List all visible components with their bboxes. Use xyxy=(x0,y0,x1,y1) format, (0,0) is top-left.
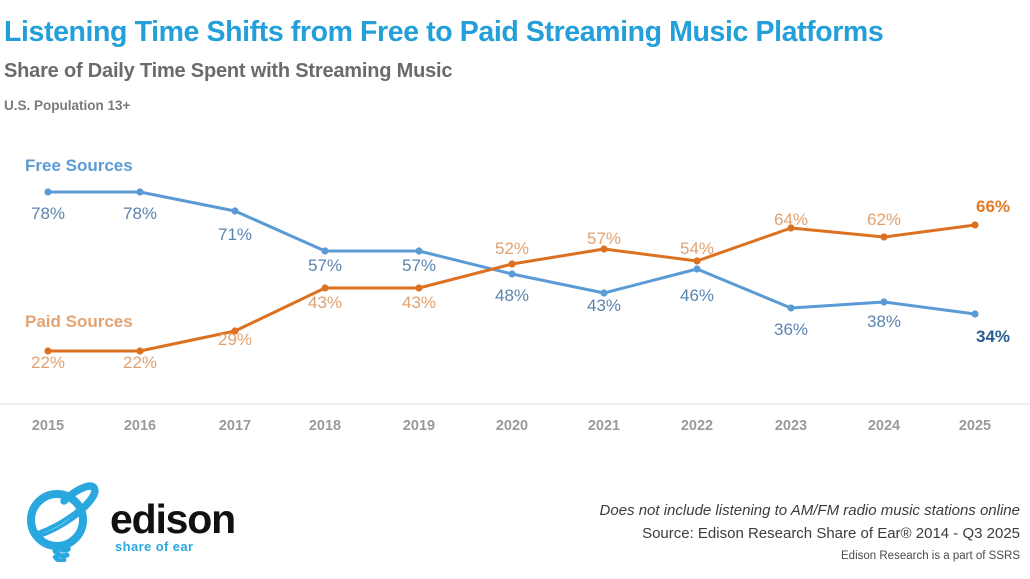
x-axis-tick-2023: 2023 xyxy=(774,418,808,434)
footnote-source: Source: Edison Research Share of Ear® 20… xyxy=(642,524,1020,542)
data-point-marker xyxy=(415,284,423,292)
x-axis-tick-2024: 2024 xyxy=(867,418,901,434)
footnote-disclaimer: Does not include listening to AM/FM radi… xyxy=(599,502,1020,519)
x-axis-tick-2015: 2015 xyxy=(31,418,65,434)
data-point-marker xyxy=(321,247,329,255)
data-label-paid-2015: 22% xyxy=(30,353,66,372)
x-axis-tick-2025: 2025 xyxy=(958,418,992,434)
data-label-free-2016: 78% xyxy=(122,204,158,223)
data-label-free-2018: 57% xyxy=(307,256,343,275)
data-label-paid-2016: 22% xyxy=(122,353,158,372)
data-label-paid-2024: 62% xyxy=(866,210,902,229)
footnote-block: Does not include listening to AM/FM radi… xyxy=(600,500,1020,565)
data-label-free-2021: 43% xyxy=(586,296,622,315)
data-label-paid-2022: 54% xyxy=(679,239,715,258)
data-label-free-2015: 78% xyxy=(30,204,66,223)
data-label-free-2022: 46% xyxy=(679,286,715,305)
data-point-marker xyxy=(508,260,516,268)
data-point-marker xyxy=(971,221,979,229)
series-label-paid-sources: Paid Sources xyxy=(25,312,133,331)
data-point-marker xyxy=(787,304,795,312)
logo-tagline: share of ear xyxy=(115,539,194,554)
x-axis-tick-2017: 2017 xyxy=(218,418,252,434)
chart-footer: edison share of ear Does not include lis… xyxy=(0,470,1030,579)
page-title: Listening Time Shifts from Free to Paid … xyxy=(4,16,884,48)
data-label-free-2019: 57% xyxy=(401,256,437,275)
data-point-marker xyxy=(44,188,52,196)
x-axis-tick-2019: 2019 xyxy=(402,418,436,434)
edison-logo-mark xyxy=(27,482,99,564)
data-label-paid-2020: 52% xyxy=(494,239,530,258)
x-axis-tick-2018: 2018 xyxy=(308,418,342,434)
chart-subtitle: Share of Daily Time Spent with Streaming… xyxy=(4,60,453,82)
x-axis-tick-2021: 2021 xyxy=(587,418,621,434)
data-point-marker xyxy=(971,310,979,318)
data-point-marker xyxy=(231,207,239,215)
population-note: U.S. Population 13+ xyxy=(4,98,131,113)
data-point-marker xyxy=(880,233,888,241)
x-axis-tick-2022: 2022 xyxy=(680,418,714,434)
data-point-marker xyxy=(693,265,701,273)
logo-wordmark: edison xyxy=(110,496,236,542)
series-label-free-sources: Free Sources xyxy=(25,156,133,175)
data-point-marker xyxy=(136,188,144,196)
data-point-marker xyxy=(415,247,423,255)
data-label-paid-2023: 64% xyxy=(773,210,809,229)
data-point-marker xyxy=(880,298,888,306)
data-label-free-2025: 34% xyxy=(975,327,1011,346)
data-label-free-2024: 38% xyxy=(866,312,902,331)
data-label-paid-2017: 29% xyxy=(217,330,253,349)
footnote-ssrs: Edison Research is a part of SSRS xyxy=(841,550,1020,562)
data-label-free-2017: 71% xyxy=(217,225,253,244)
edison-logo: edison share of ear xyxy=(22,482,322,564)
data-label-paid-2025: 66% xyxy=(975,197,1011,216)
data-label-paid-2018: 43% xyxy=(307,293,343,312)
x-axis-tick-2020: 2020 xyxy=(495,418,529,434)
data-label-free-2023: 36% xyxy=(773,320,809,339)
data-label-paid-2021: 57% xyxy=(586,229,622,248)
data-point-marker xyxy=(321,284,329,292)
x-axis-tick-2016: 2016 xyxy=(123,418,157,434)
data-point-marker xyxy=(508,270,516,278)
data-label-paid-2019: 43% xyxy=(401,293,437,312)
data-label-free-2020: 48% xyxy=(494,286,530,305)
